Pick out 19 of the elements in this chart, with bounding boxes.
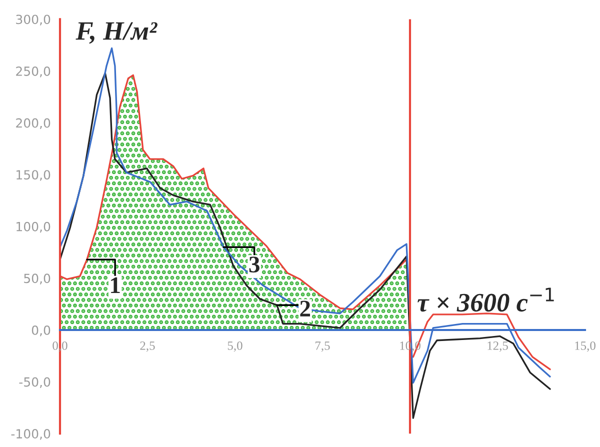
x-tick-label: 2,5	[140, 342, 155, 352]
x-tick-label: 5,0	[228, 341, 242, 352]
y-tick-label: 250,0	[16, 66, 50, 78]
annotation: 2	[300, 300, 310, 316]
y-tick-label: 200,0	[16, 118, 50, 130]
y-tick-label: 300,0	[16, 14, 50, 26]
x-tick-label: 15,0	[575, 341, 596, 352]
y-tick-label: 150,0	[16, 170, 50, 181]
annotation: 1	[111, 277, 120, 294]
annotation: 3	[249, 256, 260, 272]
y-tick-label: 50,0	[24, 274, 50, 284]
y-tick-label: -50,0	[19, 377, 50, 388]
y-axis-title: F, Н/м²	[76, 22, 158, 44]
y-tick-label: -100,0	[11, 429, 50, 440]
y-tick-label: 100,0	[16, 222, 50, 233]
y-tick-label: 0,0	[32, 325, 50, 336]
x-tick-label: 12,5	[488, 342, 508, 352]
x-tick-label: 7,5	[316, 342, 330, 352]
x-axis-title: τ × 3600 c$^{−1}$	[418, 288, 554, 312]
